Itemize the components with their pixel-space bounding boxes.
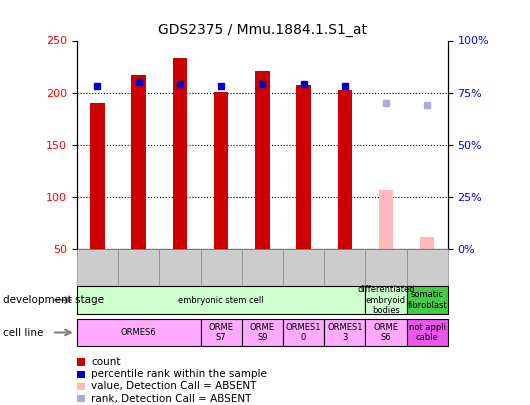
Text: percentile rank within the sample: percentile rank within the sample — [91, 369, 267, 379]
Text: count: count — [91, 357, 121, 367]
Title: GDS2375 / Mmu.1884.1.S1_at: GDS2375 / Mmu.1884.1.S1_at — [158, 23, 367, 37]
Bar — [173, 58, 187, 249]
Bar — [214, 92, 228, 249]
Bar — [379, 190, 393, 249]
Text: differentiated
embryoid
bodies: differentiated embryoid bodies — [357, 285, 415, 315]
Bar — [338, 90, 352, 249]
Text: cell line: cell line — [3, 328, 43, 337]
Text: ORMES6: ORMES6 — [121, 328, 156, 337]
Text: ORME
S6: ORME S6 — [374, 323, 399, 342]
Bar — [255, 71, 270, 249]
Text: value, Detection Call = ABSENT: value, Detection Call = ABSENT — [91, 382, 257, 391]
Bar — [90, 103, 105, 249]
Bar — [420, 237, 435, 249]
Text: ORMES1
0: ORMES1 0 — [286, 323, 321, 342]
Text: development stage: development stage — [3, 295, 104, 305]
Bar — [131, 75, 146, 249]
Text: ORME
S7: ORME S7 — [209, 323, 234, 342]
Text: rank, Detection Call = ABSENT: rank, Detection Call = ABSENT — [91, 394, 252, 403]
Text: somatic
fibroblast: somatic fibroblast — [408, 290, 447, 310]
Text: not appli
cable: not appli cable — [409, 323, 446, 342]
Bar — [296, 85, 311, 249]
Text: ORME
S9: ORME S9 — [250, 323, 275, 342]
Text: ORMES1
3: ORMES1 3 — [327, 323, 363, 342]
Text: embryonic stem cell: embryonic stem cell — [178, 296, 264, 305]
